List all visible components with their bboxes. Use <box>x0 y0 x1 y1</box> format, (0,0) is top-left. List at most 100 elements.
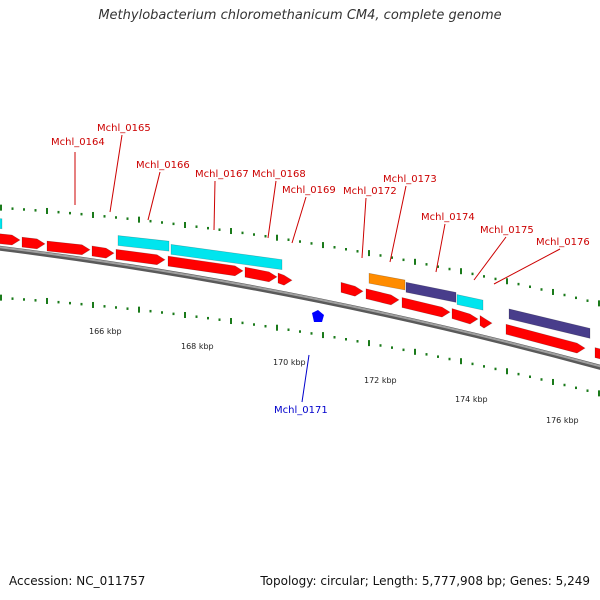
gene-label[interactable]: Mchl_0172 <box>343 186 397 197</box>
gene-label[interactable]: Mchl_0174 <box>421 212 475 223</box>
tick-mark <box>172 312 175 316</box>
tick-mark <box>34 209 37 212</box>
cds-arrow[interactable] <box>115 248 166 266</box>
tick-mark <box>414 258 416 265</box>
tick-mark <box>471 272 474 276</box>
ruler-label: 168 kbp <box>181 342 214 351</box>
tick-mark <box>402 348 405 352</box>
tick-mark <box>103 215 106 218</box>
tick-mark <box>69 211 71 215</box>
cds-arrow[interactable] <box>277 272 293 286</box>
summary-text: Topology: circular; Length: 5,777,908 bp… <box>260 574 590 588</box>
tick-mark <box>598 300 600 307</box>
tick-mark <box>356 250 359 253</box>
cds-arrow[interactable] <box>91 245 115 259</box>
cds-arrow[interactable] <box>0 233 21 246</box>
tick-mark <box>414 348 416 355</box>
cds-arrow[interactable] <box>505 323 586 354</box>
callout-line <box>267 180 277 239</box>
tick-mark <box>172 222 175 226</box>
tick-mark <box>11 297 14 300</box>
tick-mark <box>276 234 278 241</box>
purple-feature[interactable] <box>508 308 591 339</box>
callout-line <box>493 248 561 285</box>
tick-mark <box>0 204 2 211</box>
gene-label[interactable]: Mchl_0166 <box>136 160 190 171</box>
gene-label[interactable]: Mchl_0165 <box>97 123 151 134</box>
gene-label[interactable]: Mchl_0175 <box>480 225 534 236</box>
tick-mark <box>368 340 370 347</box>
tick-mark <box>138 216 140 223</box>
tick-mark <box>586 389 589 392</box>
tick-mark <box>80 302 83 306</box>
tick-mark <box>437 265 439 268</box>
tick-mark <box>264 324 267 328</box>
gene-label[interactable]: Mchl_0164 <box>51 137 105 148</box>
cds-arrow[interactable] <box>451 308 479 325</box>
tick-mark <box>207 316 209 320</box>
tick-mark <box>241 231 244 235</box>
cds-arrow[interactable] <box>244 266 278 283</box>
tick-mark <box>34 299 37 302</box>
tick-mark <box>92 301 94 308</box>
cds-arrow[interactable] <box>167 255 244 277</box>
tick-mark <box>241 321 244 325</box>
cds-arrow[interactable] <box>365 288 400 306</box>
cds-arrow[interactable] <box>340 281 364 297</box>
callout-line <box>291 196 307 244</box>
gene-label[interactable]: Mchl_0176 <box>536 237 590 248</box>
gene-label[interactable]: Mchl_0173 <box>383 174 437 185</box>
callout-line <box>109 134 123 213</box>
tick-mark <box>287 238 290 241</box>
callout-line <box>389 185 407 263</box>
tick-mark <box>253 233 255 236</box>
cds-arrow[interactable] <box>46 240 91 256</box>
tick-mark <box>563 383 566 387</box>
cyan-feature[interactable] <box>117 235 170 252</box>
tick-mark <box>218 318 221 321</box>
tick-mark <box>391 346 393 349</box>
tick-mark <box>322 242 324 249</box>
tick-mark <box>494 277 497 281</box>
tick-mark <box>310 332 313 335</box>
tick-mark <box>345 248 347 251</box>
tick-mark <box>552 378 554 385</box>
gene-label[interactable]: Mchl_0171 <box>274 405 328 416</box>
blue-marker[interactable] <box>312 310 324 322</box>
tick-mark <box>483 275 485 278</box>
tick-mark <box>529 285 531 289</box>
cyan-feature[interactable] <box>456 294 484 311</box>
tick-mark <box>161 311 163 314</box>
tick-mark <box>575 386 577 390</box>
ruler-label: 170 kbp <box>273 358 306 367</box>
tick-mark <box>471 362 474 366</box>
gene-label[interactable]: Mchl_0168 <box>252 169 306 180</box>
cds-arrow[interactable] <box>594 347 600 361</box>
tick-mark <box>115 216 117 219</box>
tick-mark <box>207 226 209 230</box>
tick-mark <box>161 221 163 224</box>
gene-label[interactable]: Mchl_0169 <box>282 185 336 196</box>
tick-mark <box>391 256 393 259</box>
tick-mark <box>333 246 336 249</box>
tick-mark <box>115 306 117 309</box>
tick-mark <box>598 390 600 397</box>
cyan-feature[interactable] <box>170 244 283 270</box>
tick-mark <box>506 368 508 375</box>
gene-label[interactable]: Mchl_0167 <box>195 169 249 180</box>
cds-arrow[interactable] <box>401 297 451 318</box>
cds-arrow[interactable] <box>479 314 493 329</box>
cyan-feature[interactable] <box>0 218 3 230</box>
tick-mark <box>460 268 462 275</box>
purple-feature[interactable] <box>405 281 457 303</box>
tick-mark <box>23 208 25 211</box>
orange-feature[interactable] <box>368 272 406 291</box>
tick-mark <box>425 263 428 266</box>
callout-line <box>213 180 216 231</box>
tick-mark <box>195 315 198 318</box>
tick-mark <box>69 301 71 305</box>
feature-track[interactable] <box>0 218 600 360</box>
cds-arrow[interactable] <box>21 236 46 250</box>
tick-mark <box>230 318 232 325</box>
